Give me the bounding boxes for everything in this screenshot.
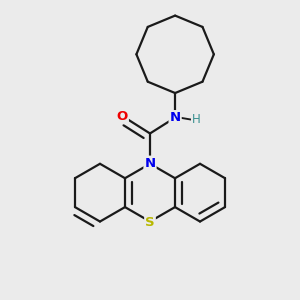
Text: N: N [144, 157, 156, 169]
Text: O: O [117, 110, 128, 123]
Text: H: H [191, 113, 200, 126]
Text: N: N [169, 111, 181, 124]
Text: S: S [145, 216, 155, 229]
